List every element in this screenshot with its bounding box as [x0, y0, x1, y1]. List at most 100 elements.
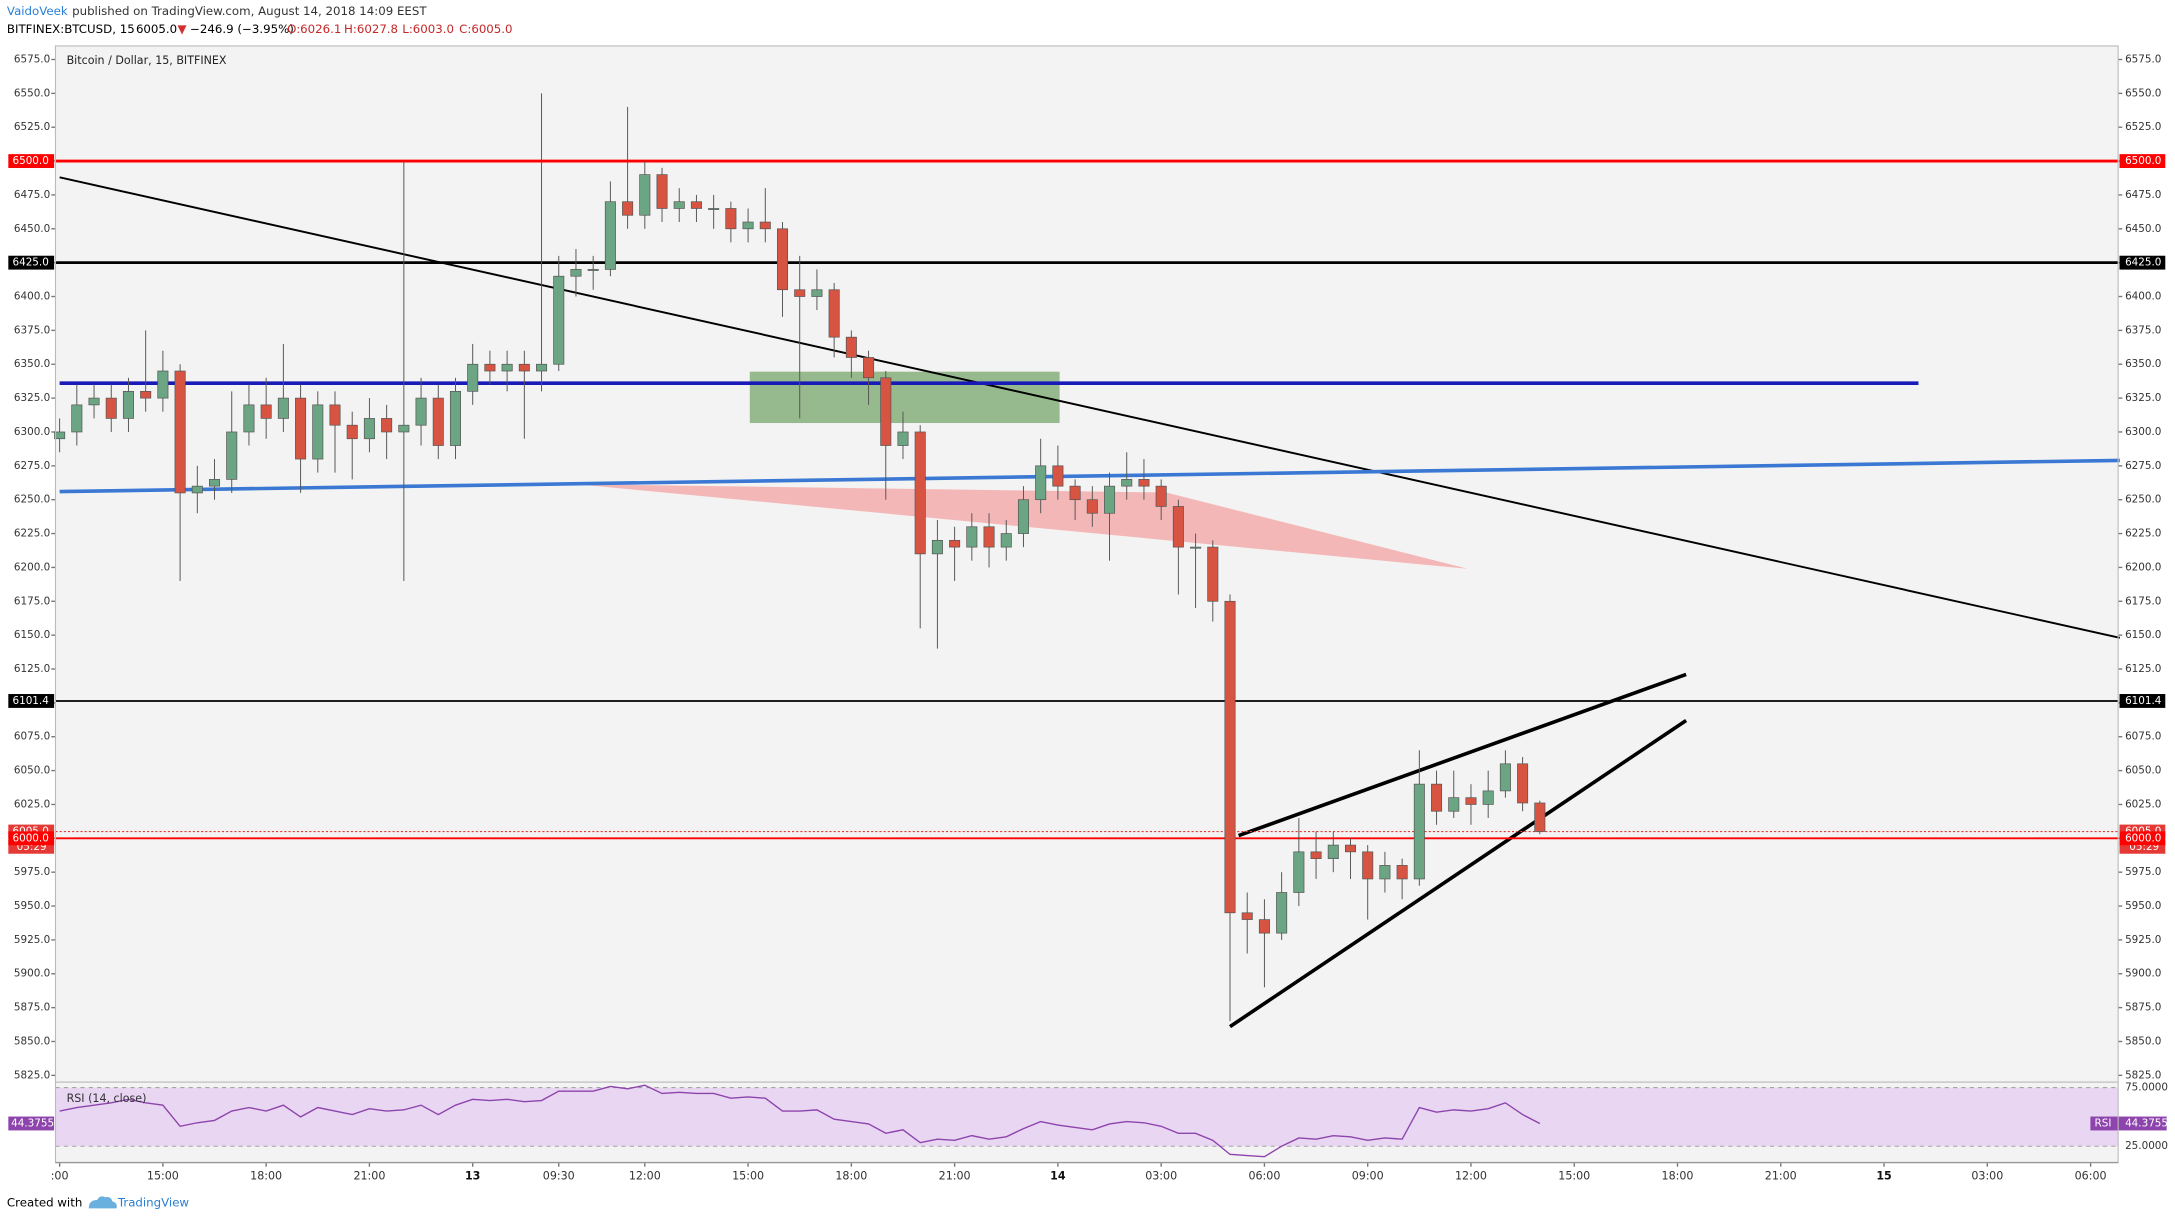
candle-body [277, 397, 289, 419]
candle-body [449, 390, 461, 446]
candle-body [553, 275, 565, 365]
candle-body [863, 357, 875, 379]
candle-body [1379, 865, 1391, 880]
candle-body [622, 201, 634, 216]
y-tick-label: 5875.0 [14, 1002, 50, 1014]
x-tick-label: 03:00 [1971, 1169, 2003, 1182]
candle-body [1241, 912, 1253, 920]
level-tag [2119, 694, 2166, 708]
candle-body [432, 397, 444, 446]
candle-body [398, 424, 410, 433]
candle-body [1396, 865, 1408, 880]
y-tick-label: 6050.0 [14, 765, 50, 777]
candle-body [880, 377, 892, 446]
x-tick-label: 21:00 [939, 1169, 971, 1182]
candle-body [1482, 790, 1494, 805]
candle-body [828, 289, 840, 338]
open-value: O:6026.1 [287, 22, 341, 36]
y-tick-label: 6300.0 [2125, 426, 2161, 438]
y-tick-label: 6475.0 [14, 189, 50, 201]
price: 6005.0 [136, 22, 177, 36]
x-tick-label: 06:00 [2075, 1169, 2107, 1182]
candle-body [949, 539, 961, 548]
candle-body [381, 418, 393, 433]
y-tick-label: 6175.0 [14, 595, 50, 607]
y-tick-label: 6550.0 [2125, 87, 2161, 99]
y-tick-label: 5925.0 [2125, 934, 2161, 946]
indicator-tag: RSI [2095, 1117, 2112, 1129]
value-tag [8, 1116, 55, 1131]
candle-body [604, 201, 616, 270]
x-tick-label: 09:00 [1352, 1169, 1384, 1182]
level-tag [8, 154, 55, 169]
candle-body [673, 201, 685, 209]
candle-body [1431, 783, 1443, 812]
y-tick-label: 6075.0 [2125, 731, 2161, 743]
y-tick-label: 6525.0 [2125, 121, 2161, 133]
x-tick-label: 21:00 [1765, 1169, 1797, 1182]
value-label: 44.3755 [2125, 1117, 2168, 1129]
candle-body [518, 363, 530, 372]
x-tick-label: 12:00 [1455, 1169, 1487, 1182]
x-tick-label: 14 [1050, 1169, 1066, 1182]
y-tick-label: 5950.0 [2125, 900, 2161, 912]
candle-body [1224, 600, 1236, 914]
candle-body [587, 269, 599, 271]
candle-body [140, 390, 152, 399]
candle-body [329, 404, 341, 426]
y-tick-label: 6225.0 [14, 528, 50, 540]
y-tick-label: 6250.0 [2125, 494, 2161, 506]
y-tick-label: 5925.0 [14, 934, 50, 946]
candle-body [71, 404, 83, 433]
y-tick-label: 6450.0 [14, 223, 50, 235]
low-value: L:6003.0 [402, 22, 454, 36]
candle-body [708, 208, 720, 210]
change-arrow: ▼ [178, 22, 188, 36]
candle-body [1155, 485, 1167, 507]
candle-body [776, 228, 789, 291]
x-tick-label: 12:00 [629, 1169, 661, 1182]
y-tick-label: 6450.0 [2125, 223, 2161, 235]
candle-body [570, 269, 582, 277]
level-tag [2119, 831, 2166, 846]
candle-body [174, 370, 186, 494]
y-tick-label: 6350.0 [14, 358, 50, 370]
author[interactable]: VaidoVeek [7, 4, 68, 18]
rsi-band [55, 1087, 2119, 1147]
candle-body [1534, 802, 1546, 832]
level-label: 6101.4 [2125, 695, 2162, 707]
y-tick-label: 6400.0 [2125, 291, 2161, 303]
y-tick-label: 6125.0 [14, 663, 50, 675]
x-tick-label: 18:00 [250, 1169, 282, 1182]
y-tick-label: 6225.0 [2125, 528, 2161, 540]
candle-body [312, 404, 324, 460]
change: −246.9 (−3.95%) [190, 22, 294, 36]
y-tick-label: 6525.0 [14, 121, 50, 133]
candle-body [346, 424, 358, 440]
candle-body [759, 221, 771, 230]
candle-body [966, 526, 978, 548]
candle-body [226, 431, 238, 480]
brand-logo [88, 1196, 117, 1209]
candle-body [1327, 844, 1339, 859]
x-tick-label: 13 [465, 1169, 480, 1182]
candle-body [363, 418, 375, 440]
y-tick-label: 5900.0 [14, 968, 50, 980]
symbol: BITFINEX:BTCUSD, 15 [7, 22, 135, 36]
candle-body [1086, 499, 1098, 514]
y-tick-label: 6475.0 [2125, 189, 2161, 201]
level-label: 6425.0 [2125, 257, 2161, 269]
y-tick-label: 5975.0 [14, 866, 50, 878]
candle-body [811, 289, 823, 297]
y-tick-label: 5875.0 [2125, 1002, 2161, 1014]
candle-body [656, 174, 668, 209]
value-label: 44.3755 [11, 1117, 54, 1129]
x-tick-label: 09:30 [543, 1169, 575, 1182]
candle-body [467, 363, 479, 392]
level-label: 6500.0 [2125, 155, 2161, 167]
y-tick-label: 5850.0 [2125, 1035, 2161, 1047]
candle-body [501, 363, 513, 372]
brand[interactable]: TradingView [117, 1195, 190, 1209]
